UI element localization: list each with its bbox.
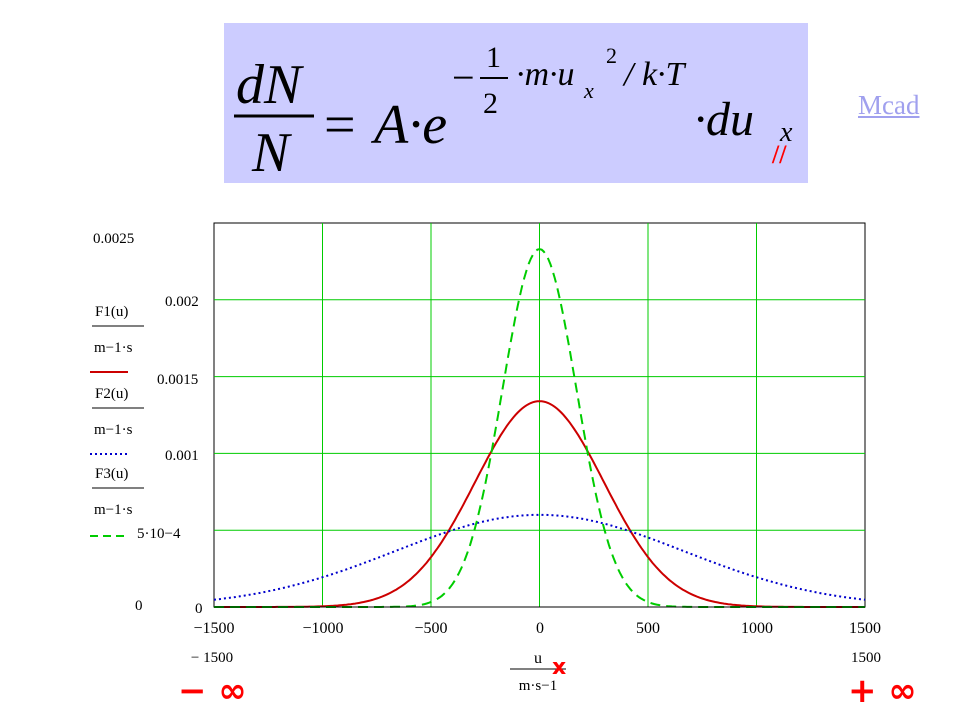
legend-F2-denominator: m−1·s — [94, 422, 133, 438]
x-tick-label: 0 — [536, 620, 544, 637]
formula-red-mark: // — [771, 140, 787, 169]
legend-F3-denominator: m−1·s — [94, 502, 133, 518]
formula-exp-minus: − — [452, 55, 475, 100]
y-tick-label: 0 — [195, 601, 203, 617]
x-limit-label-right: 1500 — [851, 650, 881, 666]
formula-exp-frac-num: 1 — [486, 41, 501, 74]
series-F2-line — [213, 513, 866, 601]
x-tick-label: 500 — [636, 620, 660, 637]
series-F3-line — [214, 248, 865, 608]
formula-lhs-denominator: N — [251, 122, 292, 183]
x-tick-label: −1500 — [193, 620, 234, 637]
legend-F1-denominator: m−1·s — [94, 340, 133, 356]
legend-F1-numerator: F1(u) — [95, 304, 128, 320]
legend-F2-numerator: F2(u) — [95, 386, 128, 402]
formula-exp-body: ·m·u — [516, 56, 575, 93]
formula-amplitude: A·e — [370, 94, 447, 156]
y-tick-label: 0.0015 — [157, 372, 198, 388]
formula-lhs-numerator: dN — [236, 54, 304, 116]
legend-F3-numerator: F3(u) — [95, 466, 128, 482]
y-corner-label: 0 — [135, 598, 143, 614]
y-tick-label: 0.0025 — [93, 231, 134, 247]
formula-equals: = — [324, 94, 356, 156]
annotation-x-mark: x — [552, 655, 566, 680]
grid — [214, 223, 865, 607]
y-tick-label: 0.001 — [165, 448, 199, 464]
x-axis-label-numerator: u — [534, 650, 542, 667]
mcad-link[interactable]: Mcad — [858, 90, 920, 120]
series-F1-line — [214, 400, 865, 608]
x-axis-label-denominator: m·s−1 — [519, 678, 557, 694]
annotation-plus-infinity: + ∞ — [848, 671, 917, 711]
formula: dN N = A·e − 1 2 ·m·u x 2 / k·T ·du x // — [234, 41, 793, 184]
formula-exp-frac-den: 2 — [483, 87, 498, 120]
x-tick-label: 1000 — [741, 620, 773, 637]
x-tick-label: −1000 — [302, 620, 343, 637]
formula-exp-sub: x — [583, 78, 594, 103]
x-limit-label-left: − 1500 — [191, 650, 233, 666]
y-tick-label: 0.002 — [165, 294, 199, 310]
x-tick-label: −500 — [414, 620, 447, 637]
formula-box: dN N = A·e − 1 2 ·m·u x 2 / k·T ·du x // — [224, 23, 808, 184]
curves — [213, 248, 866, 608]
formula-differential: ·du — [694, 93, 754, 146]
y-tick-label: 5·10−4 — [137, 526, 181, 542]
x-tick-label: 1500 — [849, 620, 881, 637]
annotation-minus-infinity: − ∞ — [178, 671, 247, 711]
formula-exp-tail: / k·T — [622, 56, 687, 93]
formula-exp-sup: 2 — [606, 43, 617, 68]
formula-differential-sub: x — [779, 117, 793, 148]
